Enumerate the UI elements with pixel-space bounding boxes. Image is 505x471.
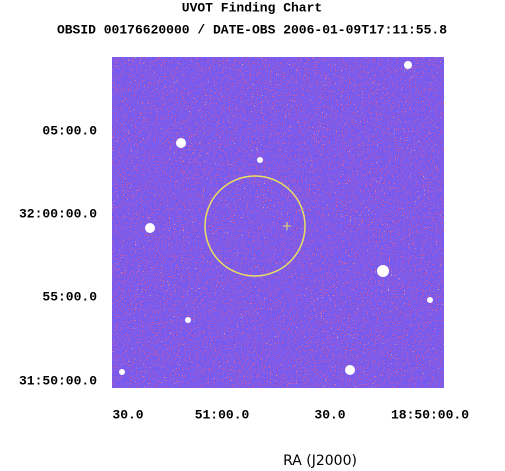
target-cross xyxy=(283,222,291,230)
x-label: 51:00.0 xyxy=(195,407,250,422)
subtitle: OBSID 00176620000 / DATE-OBS 2006-01-09T… xyxy=(57,22,447,37)
star xyxy=(257,157,263,163)
sky-field xyxy=(112,57,444,388)
y-label: 31:50:00.0 xyxy=(19,373,97,388)
stars xyxy=(119,61,433,375)
x-label: 30.0 xyxy=(314,407,345,422)
star xyxy=(176,138,186,148)
y-label: 05:00.0 xyxy=(42,123,97,138)
star xyxy=(345,365,355,375)
star xyxy=(377,265,389,277)
star xyxy=(185,317,191,323)
x-label: 18:50:00.0 xyxy=(391,407,469,422)
title: UVOT Finding Chart xyxy=(182,0,322,15)
target-circle xyxy=(204,175,306,277)
star xyxy=(145,223,155,233)
y-label: 32:00:00.0 xyxy=(19,206,97,221)
sky-image xyxy=(112,57,444,388)
x-label: 30.0 xyxy=(112,407,143,422)
star xyxy=(119,369,125,375)
x-axis-label: RA (J2000) xyxy=(283,453,357,469)
y-label: 55:00.0 xyxy=(42,289,97,304)
star xyxy=(404,61,412,69)
star xyxy=(427,297,433,303)
